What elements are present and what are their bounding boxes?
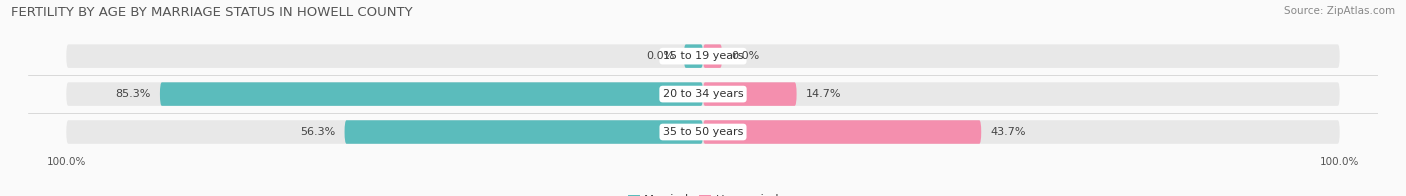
Text: 14.7%: 14.7% [806,89,842,99]
Text: 56.3%: 56.3% [299,127,335,137]
FancyBboxPatch shape [66,120,1340,144]
FancyBboxPatch shape [160,82,703,106]
Text: 43.7%: 43.7% [991,127,1026,137]
Text: 85.3%: 85.3% [115,89,150,99]
Text: Source: ZipAtlas.com: Source: ZipAtlas.com [1284,6,1395,16]
FancyBboxPatch shape [703,82,797,106]
Text: 0.0%: 0.0% [731,51,759,61]
FancyBboxPatch shape [703,120,981,144]
FancyBboxPatch shape [66,82,1340,106]
FancyBboxPatch shape [66,44,1340,68]
Text: 20 to 34 years: 20 to 34 years [662,89,744,99]
Text: FERTILITY BY AGE BY MARRIAGE STATUS IN HOWELL COUNTY: FERTILITY BY AGE BY MARRIAGE STATUS IN H… [11,6,413,19]
Text: 35 to 50 years: 35 to 50 years [662,127,744,137]
FancyBboxPatch shape [344,120,703,144]
FancyBboxPatch shape [683,44,703,68]
FancyBboxPatch shape [703,44,723,68]
Legend: Married, Unmarried: Married, Unmarried [623,189,783,196]
Text: 15 to 19 years: 15 to 19 years [662,51,744,61]
Text: 0.0%: 0.0% [647,51,675,61]
